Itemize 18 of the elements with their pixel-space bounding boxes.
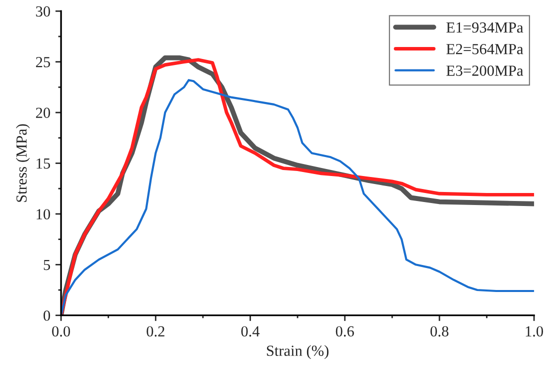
x-tick-label: 1.0 <box>526 326 544 337</box>
y-tick-label: 15 <box>36 158 50 169</box>
y-tick-label: 30 <box>36 6 50 17</box>
x-tick-label: 0.6 <box>336 326 354 337</box>
x-tick-label: 0.8 <box>430 326 448 337</box>
x-tick-label: 0.4 <box>241 326 260 337</box>
y-tick-label: 0 <box>44 310 50 321</box>
y-tick-label: 10 <box>36 209 50 220</box>
y-tick-label: 5 <box>44 260 50 270</box>
legend-label: E3=200MPa <box>446 66 524 76</box>
y-tick-label: 25 <box>36 57 50 68</box>
y-axis-title: Stress (MPa) <box>16 124 30 202</box>
legend-label: E1=934MPa <box>446 22 524 33</box>
x-tick-label: 0.2 <box>146 326 164 337</box>
y-tick-label: 20 <box>36 108 50 118</box>
legend-label: E2=564MPa <box>446 44 524 54</box>
x-tick-label: 0.0 <box>52 326 70 337</box>
x-axis-title: Strain (%) <box>266 345 328 360</box>
